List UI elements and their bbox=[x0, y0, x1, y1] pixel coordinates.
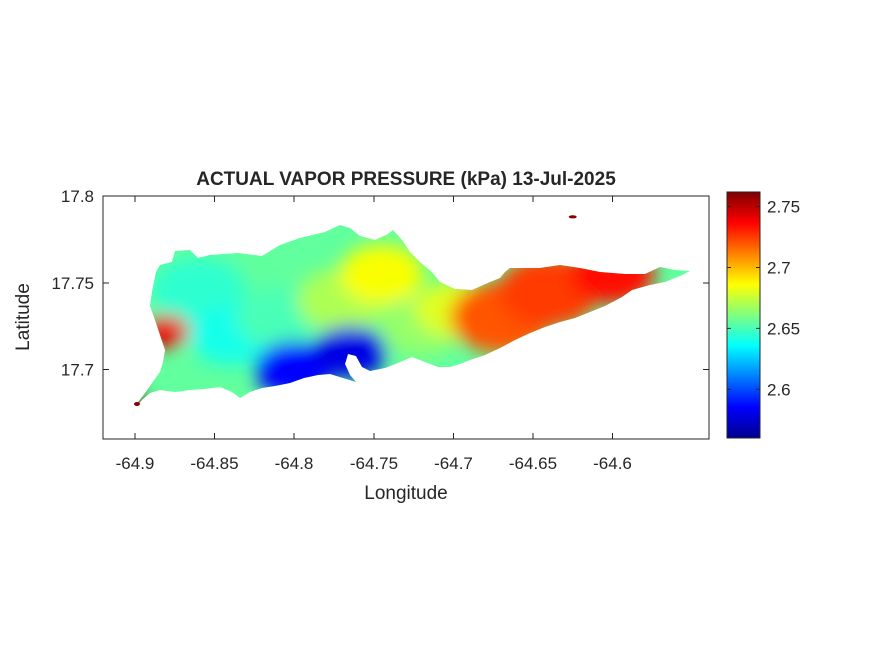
x-tick-label: -64.9 bbox=[116, 454, 155, 473]
x-axis-label: Longitude bbox=[364, 483, 447, 504]
y-axis-label: Latitude bbox=[13, 283, 34, 351]
x-tick-label: -64.6 bbox=[593, 454, 632, 473]
value-region bbox=[339, 244, 424, 305]
y-tick-label: 17.8 bbox=[61, 187, 94, 206]
y-tick-label: 17.75 bbox=[51, 274, 94, 293]
x-tick-label: -64.8 bbox=[275, 454, 314, 473]
x-tick-label: -64.75 bbox=[350, 454, 398, 473]
colorbar-ticks: 2.75 2.7 2.65 2.6 bbox=[727, 198, 800, 399]
chart-title: ACTUAL VAPOR PRESSURE (kPa) 13-Jul-2025 bbox=[196, 169, 616, 190]
colorbar-tick-label: 2.65 bbox=[767, 319, 800, 338]
colorbar-tick-label: 2.75 bbox=[767, 198, 800, 217]
y-axis: 17.8 17.75 17.7 bbox=[51, 187, 709, 380]
islet-value-region bbox=[568, 215, 577, 219]
x-tick-label: -64.7 bbox=[434, 454, 473, 473]
value-region bbox=[313, 326, 387, 379]
colorbar-tick-label: 2.6 bbox=[767, 380, 791, 399]
colorbar: 2.75 2.7 2.65 2.6 bbox=[726, 191, 800, 439]
x-axis: -64.9 -64.85 -64.8 -64.75 -64.7 -64.65 -64.6 bbox=[116, 196, 632, 473]
x-tick-label: -64.65 bbox=[509, 454, 557, 473]
x-tick-label: -64.85 bbox=[190, 454, 238, 473]
colorbar-tick-label: 2.7 bbox=[767, 259, 791, 278]
southwest-tip-region bbox=[134, 402, 140, 406]
y-tick-label: 17.7 bbox=[61, 361, 94, 380]
colorbar-gradient bbox=[726, 191, 761, 439]
